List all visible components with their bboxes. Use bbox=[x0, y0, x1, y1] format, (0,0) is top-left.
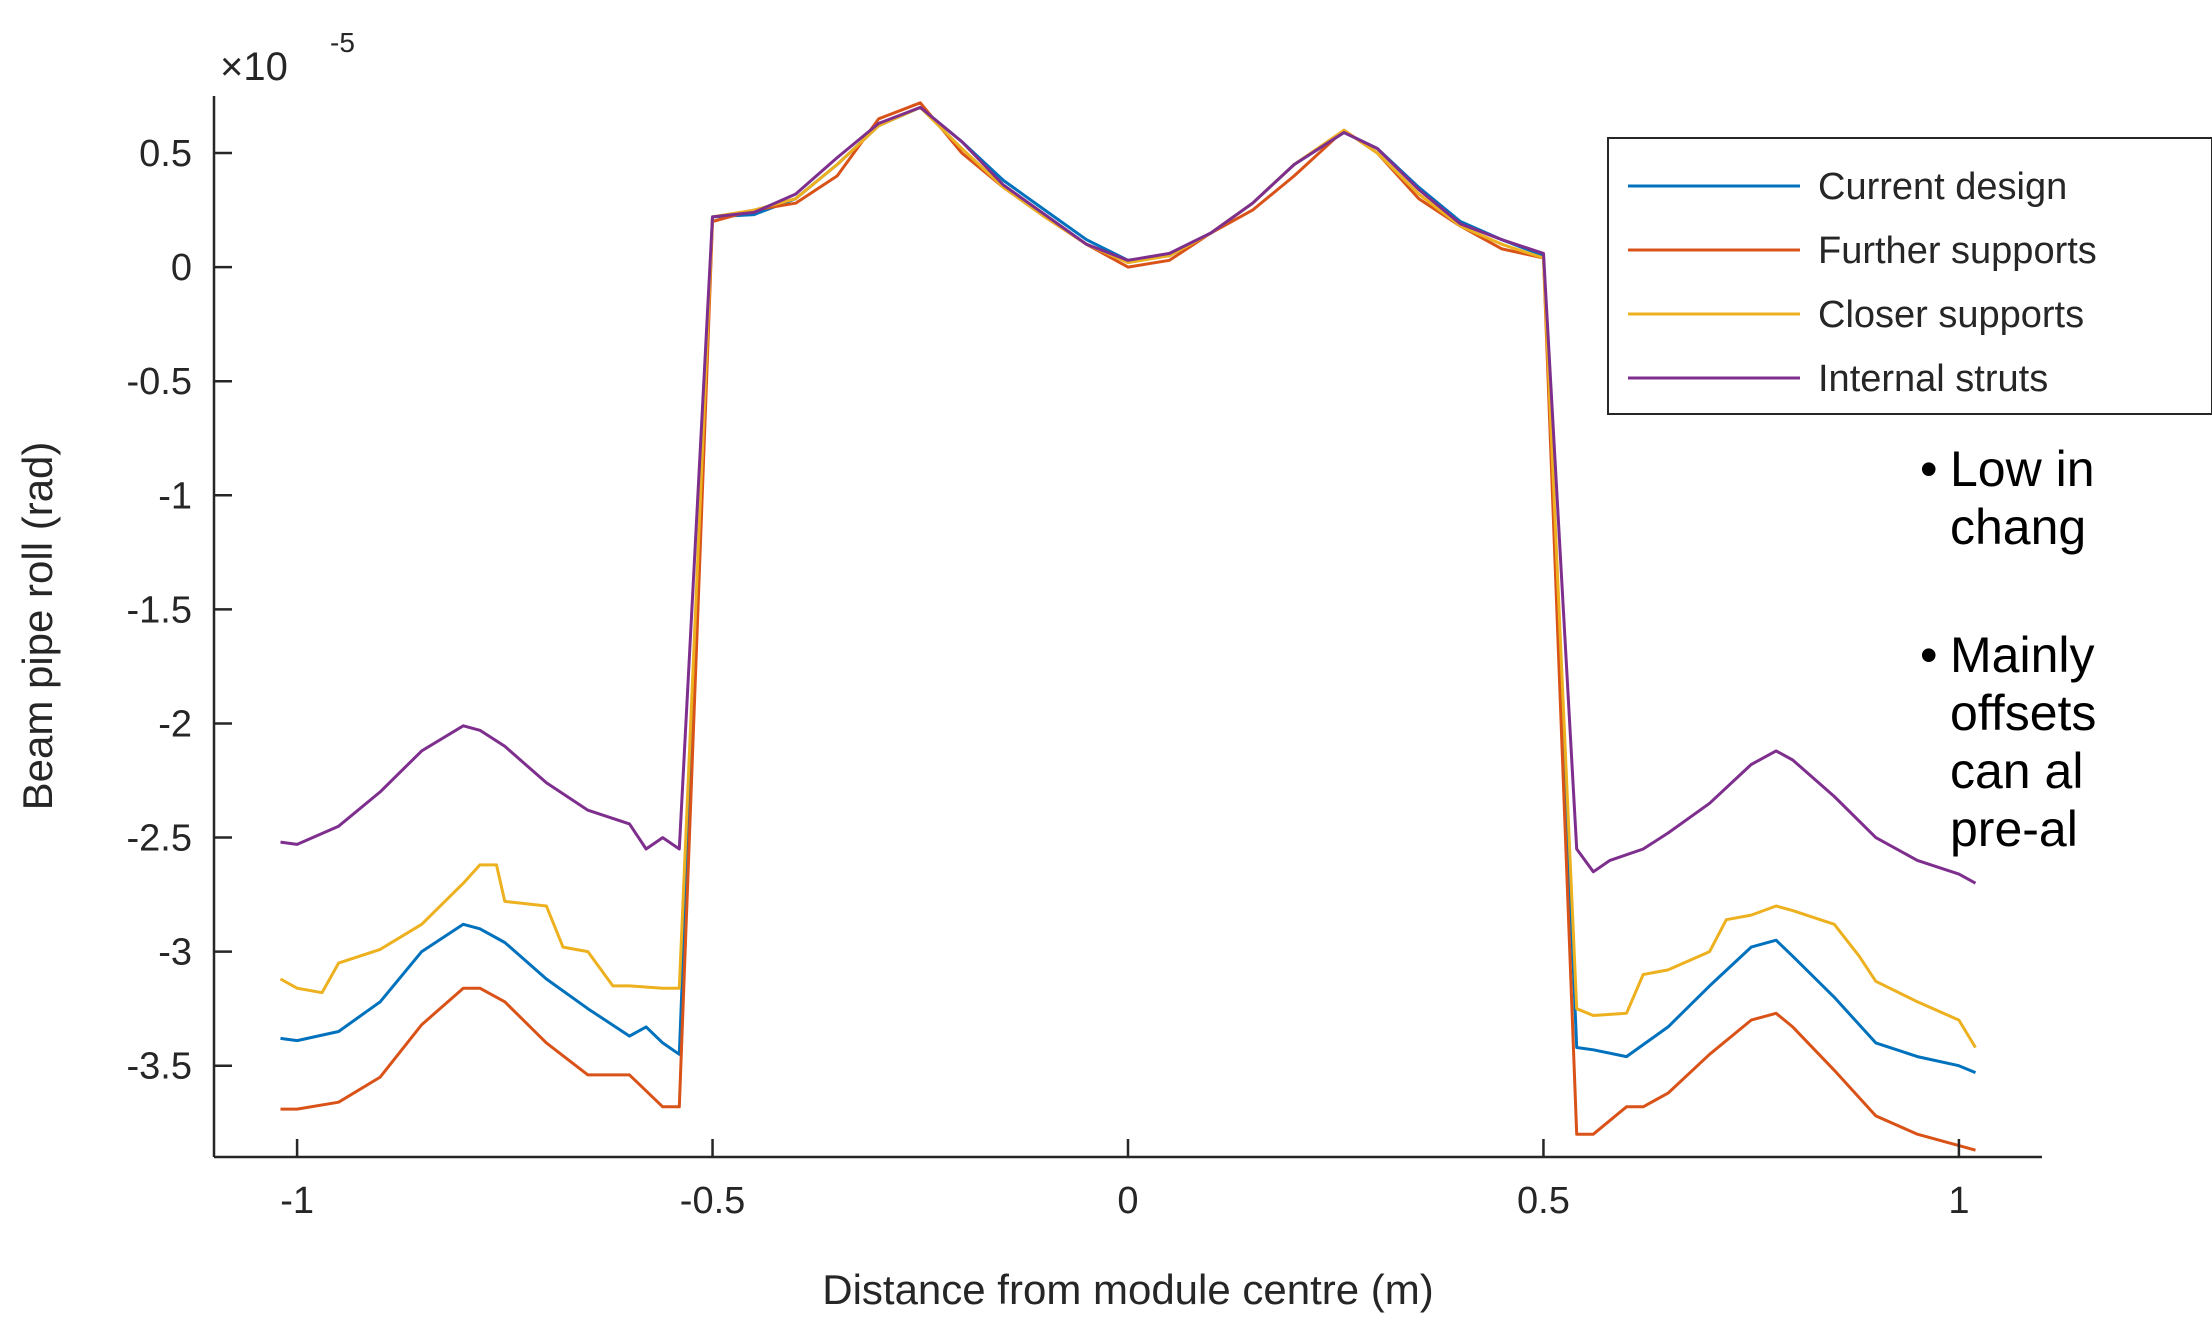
y-exponent-power: -5 bbox=[330, 27, 355, 58]
series-line bbox=[280, 105, 1977, 885]
legend-label: Further supports bbox=[1818, 230, 2097, 272]
series-layer bbox=[279, 101, 1977, 1152]
x-tick-label: 1 bbox=[1948, 1180, 1969, 1222]
y-tick-label: -2 bbox=[158, 703, 192, 745]
x-tick-label: -0.5 bbox=[680, 1180, 745, 1222]
x-tick-label: 0.5 bbox=[1517, 1180, 1570, 1222]
bullet-line: Low in bbox=[1950, 441, 2095, 497]
y-tick-label: -2.5 bbox=[127, 818, 192, 860]
y-tick-label: 0 bbox=[171, 247, 192, 289]
y-tick-label: 0.5 bbox=[139, 133, 192, 175]
bullet-line: Mainly bbox=[1950, 627, 2095, 683]
bullet-line: offsets bbox=[1950, 685, 2097, 741]
y-tick-label: -3 bbox=[158, 932, 192, 974]
series-line bbox=[280, 101, 1976, 1152]
ticks: -1 -0.5 0 0.5 1 0.5 0 -0.5 -1 -1.5 -2 -2.5 -3 -3.5 bbox=[127, 133, 1970, 1222]
series-line bbox=[280, 105, 1977, 1074]
y-exponent-label: ×10 -5 bbox=[220, 27, 355, 89]
y-tick-label: -1 bbox=[158, 475, 192, 517]
bullet-line: can al bbox=[1950, 743, 2084, 799]
legend-label: Internal struts bbox=[1818, 358, 2048, 400]
bullet-item: • Low in chang bbox=[1920, 440, 2212, 556]
x-axis-title: Distance from module centre (m) bbox=[822, 1266, 1434, 1313]
x-tick-label: 0 bbox=[1117, 1180, 1138, 1222]
y-axis-title: Beam pipe roll (rad) bbox=[14, 442, 61, 811]
bullet-item: • Mainly offsets can al pre-al bbox=[1920, 626, 2212, 858]
bullet-line: pre-al bbox=[1950, 801, 2078, 857]
bullet-list: • Low in chang • Mainly offsets can al p… bbox=[1920, 440, 2212, 928]
legend-box bbox=[1607, 137, 2212, 415]
legend-label: Closer supports bbox=[1818, 294, 2084, 336]
legend-label: Current design bbox=[1818, 166, 2067, 208]
bullet-line: chang bbox=[1950, 499, 2087, 555]
bullet-symbol: • bbox=[1920, 441, 1938, 497]
y-exponent-base: ×10 bbox=[220, 45, 288, 89]
y-tick-label: -1.5 bbox=[127, 589, 192, 631]
y-tick-label: -3.5 bbox=[127, 1046, 192, 1088]
legend: Current design Further supports Closer sup… bbox=[1607, 137, 2212, 415]
y-tick-label: -0.5 bbox=[127, 361, 192, 403]
x-tick-label: -1 bbox=[280, 1180, 314, 1222]
bullet-symbol: • bbox=[1920, 627, 1938, 683]
